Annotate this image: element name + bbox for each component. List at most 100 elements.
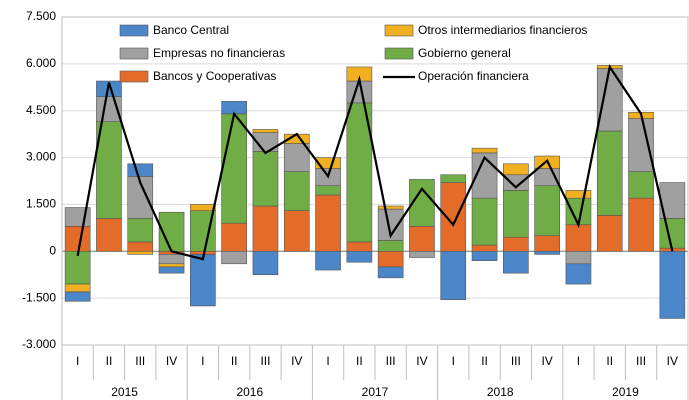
- y-tick-label: -1.500: [22, 290, 56, 304]
- bar-segment: [440, 174, 467, 183]
- bar-segment: [503, 163, 529, 176]
- bar-segment: [315, 157, 341, 169]
- line: [76, 64, 674, 261]
- bar-segment: [221, 222, 247, 252]
- bar-segment: [471, 250, 498, 261]
- bar-segment: [534, 185, 560, 236]
- bar-segment: [221, 250, 247, 265]
- bar-segment: [377, 250, 404, 268]
- bar-segment: [628, 118, 654, 172]
- bar-segment: [534, 235, 560, 252]
- plot-border: [61, 16, 689, 346]
- x-tick-label: IV: [667, 354, 678, 368]
- bar-segment: [315, 250, 341, 271]
- bar-segment: [96, 121, 122, 219]
- y-tick-label: 7.500: [26, 9, 56, 23]
- bar-segment: [64, 291, 91, 302]
- bar-segment: [628, 197, 654, 252]
- legend-swatch: [384, 24, 414, 37]
- x-tick-label: II: [481, 354, 488, 368]
- bar-segment: [346, 241, 373, 252]
- x-tick-label: I: [201, 354, 204, 368]
- legend-label: Bancos y Cooperativas: [153, 69, 276, 83]
- y-tick-label: 4.500: [26, 103, 56, 117]
- y-tick-label: 0: [49, 243, 56, 257]
- y-tick-label: -3.000: [22, 337, 56, 351]
- legend-label: Banco Central: [153, 23, 229, 37]
- bar-segment: [221, 101, 247, 115]
- bar-segment: [315, 185, 341, 196]
- bar-segment: [534, 250, 560, 255]
- legend-label: Operación financiera: [418, 69, 529, 83]
- x-tick-label: II: [106, 354, 113, 368]
- legend-swatch: [384, 47, 414, 60]
- legend-swatch: [119, 70, 149, 83]
- bar-segment: [190, 254, 216, 307]
- bar-segment: [252, 205, 279, 252]
- bar-segment: [283, 210, 310, 252]
- bar-segment: [440, 250, 467, 301]
- legend-swatch: [119, 24, 149, 37]
- x-tick-label: IV: [541, 354, 552, 368]
- bar-segment: [127, 163, 154, 177]
- x-tick-label: IV: [416, 354, 427, 368]
- x-tick-label: III: [135, 354, 145, 368]
- x-group-label: 2018: [487, 385, 514, 399]
- bar-segment: [503, 190, 529, 238]
- x-tick-label: III: [636, 354, 646, 368]
- bar-segment: [409, 250, 435, 258]
- x-tick-label: II: [231, 354, 238, 368]
- bar-segment: [96, 218, 122, 252]
- bar-segment: [252, 151, 279, 207]
- x-tick-label: III: [260, 354, 270, 368]
- legend-label: Gobierno general: [418, 46, 511, 60]
- bar-segment: [471, 244, 498, 252]
- bar-segment: [64, 283, 91, 293]
- legend-swatch: [119, 47, 149, 60]
- bar-segment: [377, 240, 404, 252]
- x-tick-label: I: [577, 354, 580, 368]
- bar-segment: [596, 68, 623, 132]
- bar-segment: [596, 215, 623, 252]
- bar-segment: [127, 250, 154, 255]
- bar-segment: [471, 147, 498, 154]
- bar-segment: [377, 266, 404, 279]
- bar-segment: [158, 266, 185, 274]
- bar-segment: [64, 250, 91, 285]
- bar-segment: [659, 218, 686, 249]
- y-tick-label: 6.000: [26, 56, 56, 70]
- bar-segment: [252, 250, 279, 276]
- bar-segment: [127, 218, 154, 243]
- bar-segment: [221, 113, 247, 224]
- legend-label: Empresas no financieras: [153, 46, 285, 60]
- x-tick-label: II: [606, 354, 613, 368]
- x-group-label: 2016: [236, 385, 263, 399]
- x-tick-label: I: [326, 354, 329, 368]
- legend: Banco Central Otros intermediarios financ…: [119, 23, 587, 83]
- bar-segment: [158, 254, 185, 265]
- x-tick-label: III: [386, 354, 396, 368]
- x-tick-label: I: [452, 354, 455, 368]
- x-tick-label: IV: [166, 354, 177, 368]
- x-group-label: 2019: [612, 385, 639, 399]
- legend-label: Otros intermediarios financieros: [418, 23, 587, 37]
- bar-segment: [315, 194, 341, 252]
- x-tick-label: II: [356, 354, 363, 368]
- bar-segment: [158, 263, 185, 268]
- bar-segment: [409, 225, 435, 252]
- y-tick-label: 1.500: [26, 197, 56, 211]
- bar-segment: [252, 129, 279, 133]
- bar-segment: [565, 250, 592, 265]
- bar-segment: [64, 225, 91, 252]
- bar-segment: [659, 250, 686, 319]
- x-tick-label: I: [76, 354, 79, 368]
- x-tick-label: IV: [291, 354, 302, 368]
- bar-segment: [471, 197, 498, 246]
- bar-segment: [440, 182, 467, 252]
- y-tick-label: 3.000: [26, 150, 56, 164]
- bar-segment: [346, 250, 373, 263]
- x-group-label: 2015: [111, 385, 138, 399]
- bar-segment: [565, 190, 592, 199]
- bar-segment: [503, 236, 529, 252]
- bar-segment: [377, 205, 404, 210]
